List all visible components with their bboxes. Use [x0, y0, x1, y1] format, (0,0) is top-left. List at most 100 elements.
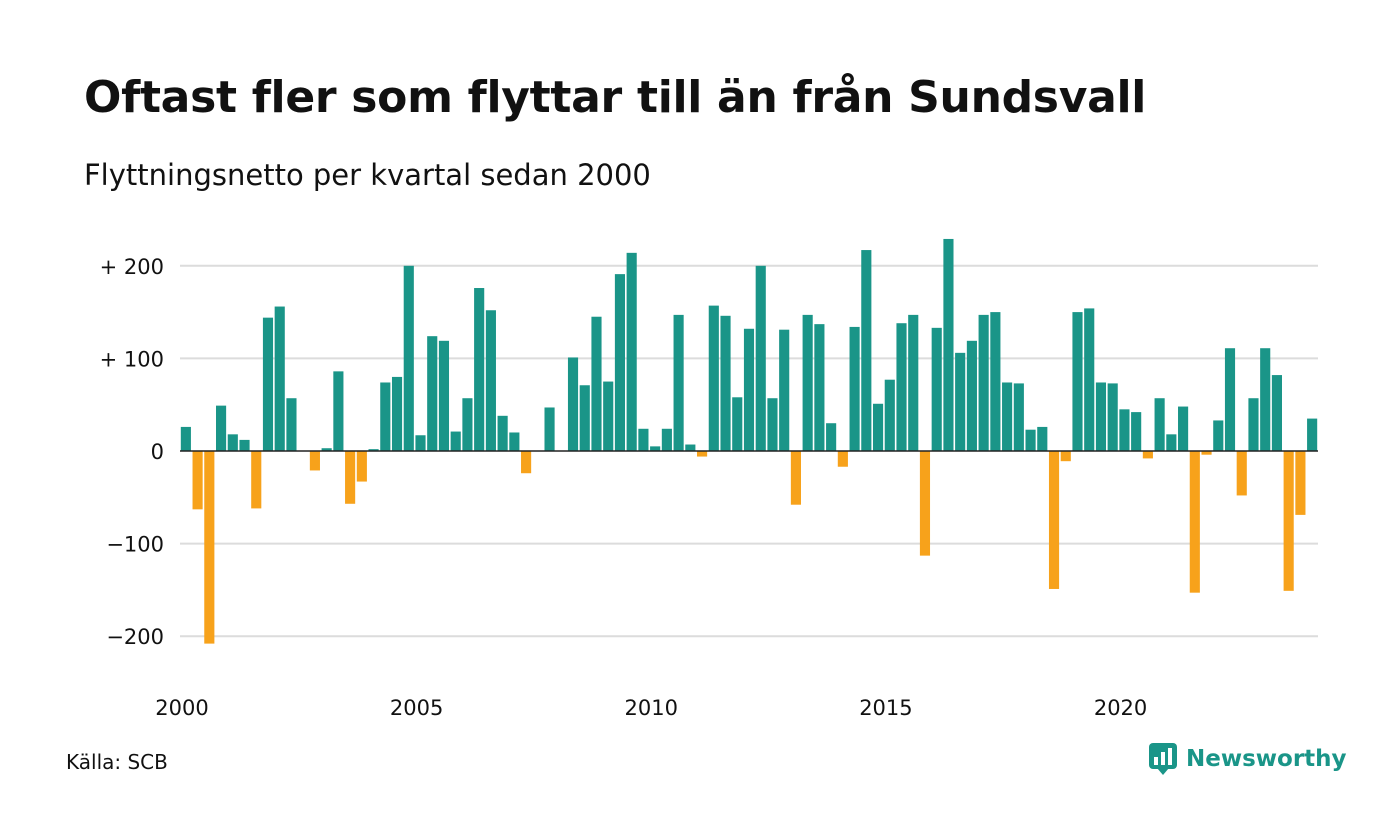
bar — [896, 323, 907, 451]
bar — [438, 340, 450, 451]
bar — [814, 324, 825, 451]
x-tick-label: 2000 — [155, 696, 208, 720]
bar — [755, 265, 766, 451]
bar — [1248, 398, 1259, 451]
bar — [697, 451, 708, 457]
y-tick-label: 0 — [151, 440, 164, 464]
x-axis-ticks: 2000 2005 2010 2015 2020 — [155, 696, 1147, 720]
bar — [955, 352, 966, 451]
bar — [1271, 375, 1282, 451]
bar — [380, 382, 391, 451]
bar — [1224, 348, 1236, 451]
bar — [638, 428, 649, 451]
bar — [1084, 308, 1095, 451]
bar — [1072, 312, 1083, 451]
chart-subtitle: Flyttningsnetto per kvartal sedan 2000 — [84, 158, 651, 192]
bar — [356, 451, 367, 482]
bar — [614, 274, 626, 451]
bar — [1037, 426, 1048, 451]
bar — [743, 328, 755, 451]
bar — [262, 317, 274, 451]
bar — [603, 381, 614, 451]
bar — [826, 423, 837, 451]
bar — [579, 385, 590, 451]
bars — [180, 238, 1318, 644]
bar — [943, 238, 954, 451]
bar — [1013, 383, 1024, 451]
bar — [427, 336, 438, 451]
bar — [1307, 418, 1318, 451]
bar — [1260, 348, 1271, 451]
bar — [1295, 451, 1306, 515]
bar — [1002, 382, 1013, 451]
bar — [1189, 451, 1200, 593]
bar — [1131, 412, 1142, 451]
bar — [650, 446, 661, 451]
bar — [837, 451, 848, 467]
bar — [1025, 429, 1036, 451]
bar — [861, 250, 872, 451]
bar — [884, 379, 895, 451]
bar — [239, 439, 250, 451]
y-tick-label: + 200 — [100, 255, 164, 279]
bar — [591, 316, 602, 451]
bar — [626, 252, 637, 451]
y-axis-ticks: + 200 + 100 0 −100 −200 — [100, 255, 164, 649]
bar — [802, 314, 813, 451]
bar — [931, 327, 942, 451]
brand-logo: Newsworthy — [1148, 742, 1347, 776]
bar — [368, 449, 379, 451]
bar — [673, 314, 684, 451]
bar — [450, 431, 461, 451]
bar — [779, 329, 790, 451]
bar — [790, 451, 801, 505]
bar — [497, 415, 508, 451]
bar — [345, 451, 356, 504]
bar — [1166, 434, 1177, 451]
bar — [216, 405, 227, 451]
bar — [1154, 398, 1165, 451]
bar — [333, 371, 344, 451]
bar — [509, 432, 520, 451]
gridlines — [180, 264, 1318, 638]
bar — [415, 435, 426, 451]
bar — [309, 451, 320, 471]
bar — [567, 357, 579, 451]
bar — [1119, 409, 1130, 451]
y-tick-label: + 100 — [100, 347, 164, 371]
x-tick-label: 2010 — [625, 696, 678, 720]
bar — [1095, 382, 1107, 451]
bar — [192, 451, 203, 510]
bar — [274, 306, 285, 451]
x-tick-label: 2005 — [390, 696, 443, 720]
source-note: Källa: SCB — [66, 750, 168, 774]
newsworthy-icon — [1149, 743, 1177, 775]
bar — [391, 376, 403, 451]
bar — [908, 314, 919, 451]
bar — [767, 398, 778, 451]
bar — [180, 426, 191, 451]
bar — [978, 314, 989, 451]
bar — [286, 398, 297, 451]
bar — [403, 265, 414, 451]
bar — [732, 397, 743, 451]
brand-name: Newsworthy — [1186, 746, 1347, 772]
bar — [227, 434, 238, 451]
bar — [1142, 451, 1153, 459]
bar — [1283, 451, 1294, 591]
chart-title: Oftast fler som flyttar till än från Sun… — [84, 72, 1147, 123]
x-tick-label: 2015 — [859, 696, 912, 720]
y-tick-label: −200 — [106, 625, 164, 649]
bar — [1201, 451, 1212, 455]
bar — [474, 288, 485, 451]
bar — [685, 444, 696, 451]
bar — [544, 407, 555, 451]
bar — [872, 403, 884, 451]
bar — [1236, 451, 1247, 496]
bar — [990, 312, 1001, 451]
bar — [966, 340, 977, 451]
bar — [661, 428, 672, 451]
bar — [849, 326, 860, 451]
bar — [708, 305, 719, 451]
y-tick-label: −100 — [106, 533, 164, 557]
